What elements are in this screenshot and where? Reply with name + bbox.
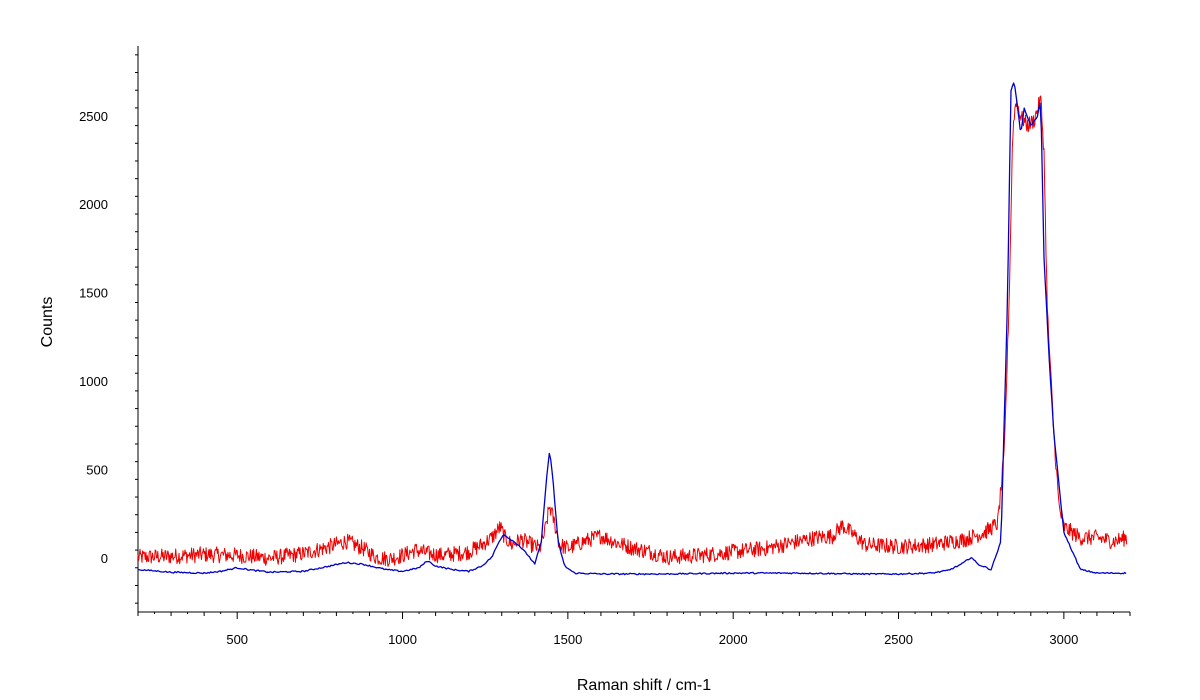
x-tick-label: 3000 bbox=[1049, 632, 1078, 647]
x-tick-label: 500 bbox=[226, 632, 248, 647]
x-axis-ticks: 500 1000 1500 2000 2500 3000 bbox=[137, 612, 1131, 647]
x-tick-label: 2500 bbox=[884, 632, 913, 647]
y-axis-title: Counts bbox=[39, 297, 56, 348]
x-tick-label: 1000 bbox=[388, 632, 417, 647]
x-tick-label: 1500 bbox=[553, 632, 582, 647]
x-tick-label: 2000 bbox=[719, 632, 748, 647]
red-spectrum-line bbox=[137, 95, 1128, 567]
y-tick-label: 1500 bbox=[79, 286, 108, 301]
series-layer bbox=[137, 82, 1128, 576]
y-tick-label: 2000 bbox=[79, 197, 108, 212]
y-tick-label: 2500 bbox=[79, 109, 108, 124]
y-tick-label: 0 bbox=[101, 551, 108, 566]
blue-spectrum-line bbox=[137, 82, 1127, 576]
y-tick-label: 500 bbox=[86, 463, 108, 478]
y-axis-ticks: 0 500 1000 1500 2000 2500 bbox=[79, 54, 138, 604]
y-tick-label: 1000 bbox=[79, 374, 108, 389]
x-axis-title: Raman shift / cm-1 bbox=[577, 677, 711, 694]
